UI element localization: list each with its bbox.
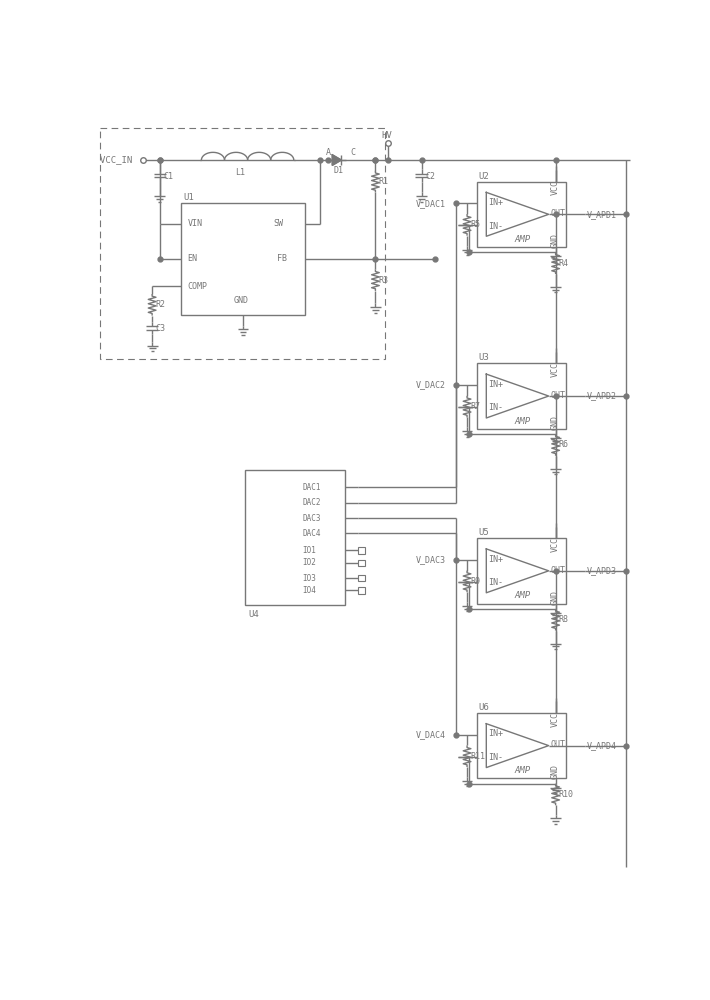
Text: GND: GND bbox=[551, 764, 560, 779]
Text: HV: HV bbox=[381, 131, 393, 140]
Bar bbox=[477, 538, 566, 604]
Text: IN+: IN+ bbox=[488, 198, 503, 207]
Text: AMP: AMP bbox=[515, 766, 531, 775]
Text: DAC3: DAC3 bbox=[302, 514, 321, 523]
Text: IN+: IN+ bbox=[488, 380, 503, 389]
Bar bbox=[244, 470, 344, 605]
Text: IN-: IN- bbox=[488, 753, 503, 762]
Text: FB: FB bbox=[277, 254, 287, 263]
Text: IN+: IN+ bbox=[488, 555, 503, 564]
Text: U3: U3 bbox=[479, 353, 489, 362]
Bar bbox=[359, 575, 365, 581]
Bar bbox=[181, 203, 305, 315]
Text: IN+: IN+ bbox=[488, 729, 503, 738]
Text: VIN: VIN bbox=[187, 219, 202, 228]
Text: VCC_IN: VCC_IN bbox=[100, 156, 138, 165]
Text: GND: GND bbox=[234, 296, 248, 305]
Bar bbox=[359, 587, 365, 594]
Text: R3: R3 bbox=[378, 276, 388, 285]
Text: OUT: OUT bbox=[550, 209, 565, 218]
Text: U5: U5 bbox=[479, 528, 489, 537]
Text: OUT: OUT bbox=[550, 391, 565, 400]
Text: R1: R1 bbox=[378, 177, 388, 186]
Bar bbox=[100, 128, 385, 359]
Text: R7: R7 bbox=[470, 402, 480, 411]
Text: DAC4: DAC4 bbox=[302, 529, 321, 538]
Bar bbox=[477, 713, 566, 778]
Text: R8: R8 bbox=[559, 615, 569, 624]
Text: DAC1: DAC1 bbox=[302, 483, 321, 492]
Text: U6: U6 bbox=[479, 703, 489, 712]
Text: OUT: OUT bbox=[550, 566, 565, 575]
Text: R10: R10 bbox=[559, 790, 574, 799]
Text: IN-: IN- bbox=[488, 578, 503, 587]
Text: VCC: VCC bbox=[551, 712, 560, 727]
Text: U2: U2 bbox=[479, 172, 489, 181]
Text: VCC: VCC bbox=[551, 362, 560, 377]
Text: IO2: IO2 bbox=[302, 558, 316, 567]
Text: AMP: AMP bbox=[515, 417, 531, 426]
Text: OUT: OUT bbox=[550, 740, 565, 749]
Text: U1: U1 bbox=[183, 193, 194, 202]
Text: IO4: IO4 bbox=[302, 586, 316, 595]
Bar bbox=[359, 560, 365, 566]
Text: IN-: IN- bbox=[488, 222, 503, 231]
Bar bbox=[359, 547, 365, 554]
Text: R9: R9 bbox=[470, 577, 480, 586]
Polygon shape bbox=[332, 155, 342, 165]
Text: C: C bbox=[351, 148, 356, 157]
Text: VCC: VCC bbox=[551, 180, 560, 195]
Text: L1: L1 bbox=[235, 168, 245, 177]
Text: V_APD1: V_APD1 bbox=[587, 210, 617, 219]
Text: GND: GND bbox=[551, 590, 560, 605]
Text: GND: GND bbox=[551, 415, 560, 430]
Text: C3: C3 bbox=[155, 324, 165, 333]
Text: IO3: IO3 bbox=[302, 574, 316, 583]
Text: V_APD2: V_APD2 bbox=[587, 392, 617, 401]
Bar bbox=[477, 363, 566, 429]
Text: DAC2: DAC2 bbox=[302, 498, 321, 507]
Text: V_DAC4: V_DAC4 bbox=[415, 730, 445, 739]
Text: V_DAC2: V_DAC2 bbox=[415, 381, 445, 390]
Text: R5: R5 bbox=[470, 220, 480, 229]
Text: R4: R4 bbox=[559, 259, 569, 268]
Bar bbox=[477, 182, 566, 247]
Text: C2: C2 bbox=[425, 172, 435, 181]
Text: V_APD3: V_APD3 bbox=[587, 566, 617, 575]
Text: VCC: VCC bbox=[551, 537, 560, 552]
Text: V_APD4: V_APD4 bbox=[587, 741, 617, 750]
Text: GND: GND bbox=[551, 233, 560, 248]
Text: AMP: AMP bbox=[515, 235, 531, 244]
Text: EN: EN bbox=[187, 254, 197, 263]
Text: V_DAC3: V_DAC3 bbox=[415, 555, 445, 564]
Text: IN-: IN- bbox=[488, 403, 503, 412]
Text: SW: SW bbox=[274, 219, 284, 228]
Text: R11: R11 bbox=[470, 752, 485, 761]
Text: D1: D1 bbox=[334, 166, 344, 175]
Text: C1: C1 bbox=[164, 172, 174, 181]
Text: AMP: AMP bbox=[515, 591, 531, 600]
Text: V_DAC1: V_DAC1 bbox=[415, 199, 445, 208]
Text: R2: R2 bbox=[155, 300, 165, 309]
Text: R6: R6 bbox=[559, 440, 569, 449]
Text: COMP: COMP bbox=[187, 282, 207, 291]
Text: IO1: IO1 bbox=[302, 546, 316, 555]
Text: A: A bbox=[325, 148, 330, 157]
Text: U4: U4 bbox=[248, 610, 259, 619]
